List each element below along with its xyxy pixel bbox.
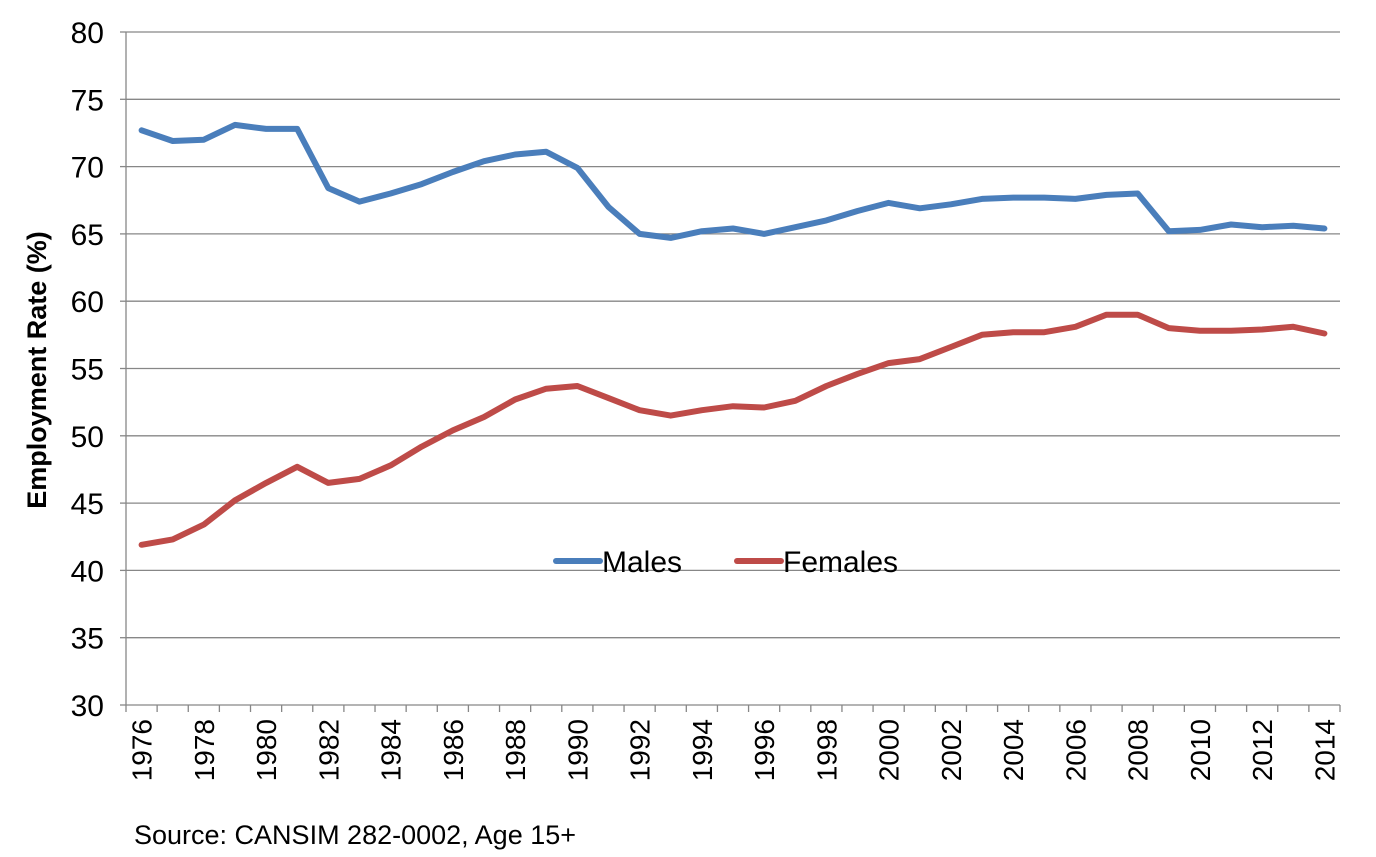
x-tick-label: 2008 <box>1123 719 1154 781</box>
y-tick-label: 80 <box>71 17 104 50</box>
y-tick-label: 65 <box>71 219 104 252</box>
x-tick-label: 1992 <box>625 719 656 781</box>
x-tick-label: 2012 <box>1247 719 1278 781</box>
x-tick-label: 2004 <box>998 719 1029 781</box>
x-tick-label: 1986 <box>438 719 469 781</box>
y-tick-label: 70 <box>71 152 104 185</box>
series-lines <box>138 121 1328 548</box>
x-tick-label: 2000 <box>874 719 905 781</box>
y-tick-label: 75 <box>71 84 104 117</box>
x-tick-label: 1996 <box>749 719 780 781</box>
y-tick-label: 60 <box>71 286 104 319</box>
legend: Males Females <box>553 546 898 579</box>
x-tick-label: 1982 <box>313 719 344 781</box>
x-tick-label: 1980 <box>251 719 282 781</box>
x-tick-label: 2002 <box>936 719 967 781</box>
x-tick-label: 1998 <box>811 719 842 781</box>
y-tick-label: 45 <box>71 488 104 521</box>
y-axis-label: Employment Rate (%) <box>22 231 52 509</box>
series-line-females <box>138 311 1328 548</box>
y-tick-label: 40 <box>71 555 104 588</box>
source-note: Source: CANSIM 282-0002, Age 15+ <box>134 820 576 850</box>
y-tick-label: 35 <box>71 623 104 656</box>
x-tick-label: 1990 <box>562 719 593 781</box>
gridlines <box>126 31 1340 639</box>
x-tick-label: 2006 <box>1060 719 1091 781</box>
x-tick-label: 1978 <box>189 719 220 781</box>
y-tick-label: 55 <box>71 354 104 387</box>
x-tick-label: 1976 <box>127 719 158 781</box>
y-tick-label: 30 <box>71 690 104 723</box>
y-axis-ticks: 30 35 40 45 50 55 60 65 70 75 80 <box>71 17 126 723</box>
y-tick-label: 50 <box>71 421 104 454</box>
x-axis-ticks: 1976 1978 1980 1982 1984 1986 1988 1990 1992 1994… <box>125 705 1341 781</box>
x-tick-label: 1988 <box>500 719 531 781</box>
x-tick-label: 1994 <box>687 719 718 781</box>
series-line-males <box>138 121 1328 241</box>
x-tick-label: 2014 <box>1309 719 1340 781</box>
x-tick-label: 2010 <box>1185 719 1216 781</box>
legend-label-females: Females <box>783 546 898 579</box>
legend-label-males: Males <box>602 546 682 579</box>
x-tick-label: 1984 <box>376 719 407 781</box>
